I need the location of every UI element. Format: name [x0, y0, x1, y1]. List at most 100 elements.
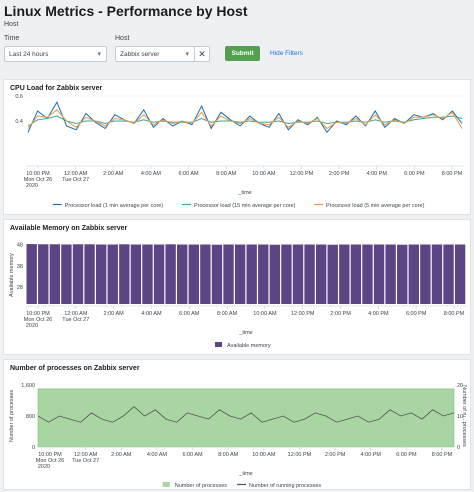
- chevron-down-icon: ▾: [97, 51, 101, 58]
- memory-bar: [142, 244, 153, 304]
- memory-bar: [95, 244, 107, 304]
- panel-title: Number of processes on Zabbix server: [10, 365, 140, 372]
- series-line: [27, 115, 463, 127]
- x-tick-label: 4:00 AM: [147, 452, 168, 458]
- hide-filters-link[interactable]: Hide Filters: [270, 50, 303, 57]
- y-tick-label: 0: [32, 445, 35, 451]
- series-line: [27, 101, 463, 134]
- x-tick-label: 2:00 AM: [111, 452, 132, 458]
- memory-bar: [165, 244, 176, 304]
- x-tick-label: 8:00 AM: [216, 171, 237, 177]
- memory-bar: [362, 244, 373, 304]
- memory-bar: [246, 244, 257, 304]
- memory-bar: [350, 244, 362, 304]
- y-axis-title: Number of processes: [9, 390, 15, 443]
- x-tick-label: 2:00 PM: [325, 452, 346, 458]
- x-tick-label: 12:00 AM: [64, 311, 88, 317]
- legend-label: Processor load (15 min average per core): [194, 203, 296, 209]
- x-tick-label: 6:00 PM: [406, 311, 427, 317]
- y-tick-label: 38: [17, 264, 23, 270]
- x-tick-sublabel: Tue Oct 27: [62, 177, 89, 183]
- x-tick-sublabel: Tue Oct 27: [72, 458, 99, 464]
- processes-area: [37, 388, 455, 448]
- memory-bar: [454, 244, 466, 304]
- panel-title: Available Memory on Zabbix server: [10, 225, 128, 232]
- host-filter-label: Host: [115, 35, 130, 42]
- y2-axis-title: Number of ru...processes: [461, 385, 467, 447]
- memory-bar: [385, 244, 396, 304]
- x-tick-label: 10:00 PM: [26, 171, 50, 177]
- memory-bar: [61, 244, 72, 304]
- memory-bar: [258, 244, 269, 304]
- x-tick-label: 4:00 AM: [141, 171, 162, 177]
- memory-bar: [327, 244, 338, 304]
- memory-bar: [177, 244, 188, 304]
- memory-bar: [292, 244, 304, 304]
- x-tick-label: 8:00 AM: [218, 452, 239, 458]
- memory-bar: [200, 244, 211, 304]
- submit-button[interactable]: Submit: [225, 46, 260, 61]
- x-tick-label: 10:00 AM: [252, 171, 276, 177]
- x-tick-label: 12:00 AM: [74, 452, 98, 458]
- clear-host-button[interactable]: ✕: [194, 46, 210, 62]
- x-tick-label: 2:00 PM: [329, 171, 350, 177]
- memory-bar: [84, 244, 95, 304]
- x-tick-label: 2:00 AM: [103, 171, 124, 177]
- x-tick-label: 4:00 AM: [141, 311, 162, 317]
- x-tick-sublabel: Tue Oct 27: [62, 317, 89, 323]
- time-range-select[interactable]: Last 24 hours ▾: [4, 46, 107, 62]
- legend-label: Processor load (1 min average per core): [65, 203, 164, 209]
- processes-panel: Number of processes on Zabbix server Num…: [3, 359, 471, 490]
- memory-bar: [153, 244, 165, 304]
- x-tick-label: 6:00 PM: [404, 171, 425, 177]
- running-processes-line: [37, 406, 455, 423]
- y-tick-label: 800: [26, 414, 35, 420]
- memory-bar: [339, 244, 350, 304]
- series-line: [27, 109, 463, 130]
- legend-swatch: [162, 482, 170, 487]
- x-tick-label: 2:00 AM: [104, 311, 125, 317]
- x-tick-sublabel: Mon Oct 26: [36, 458, 64, 464]
- y-tick-label: 48: [17, 243, 23, 249]
- x-tick-label: 2:00 PM: [330, 311, 351, 317]
- page-title: Linux Metrics - Performance by Host: [4, 3, 248, 19]
- x-axis-title: _time: [238, 471, 252, 477]
- memory-bar: [72, 244, 84, 304]
- legend-swatch: [215, 342, 222, 347]
- y-tick-label: 1,600: [21, 383, 35, 389]
- x-tick-label: 8:00 AM: [217, 311, 238, 317]
- memory-bar: [397, 244, 408, 304]
- processes-chart: Number of processes Number of ru...proces…: [9, 383, 467, 489]
- x-tick-label: 12:00 PM: [288, 452, 312, 458]
- host-select[interactable]: Zabbix server ▾: [115, 46, 195, 62]
- cpu-load-panel: CPU Load for Zabbix server 0.6 0.4 10:00 P…: [3, 79, 471, 215]
- memory-bar: [408, 244, 419, 304]
- memory-bar: [130, 244, 142, 304]
- memory-bar: [26, 244, 37, 304]
- y-axis-title: Available memory: [9, 253, 15, 297]
- x-tick-label: 8:00 PM: [444, 311, 465, 317]
- legend-label: Available memory: [227, 343, 271, 349]
- memory-bar: [315, 244, 327, 304]
- legend-label: Processor load (5 min average per core): [326, 203, 425, 209]
- memory-panel: Available Memory on Zabbix server Availa…: [3, 219, 471, 355]
- x-tick-label: 10:00 AM: [253, 311, 277, 317]
- memory-bar: [188, 244, 199, 304]
- y2-tick-label: 10: [457, 414, 463, 420]
- memory-bar: [420, 244, 431, 304]
- y2-tick-label: 0: [457, 445, 460, 451]
- memory-bar: [304, 244, 315, 304]
- x-tick-label: 8:00 PM: [432, 452, 453, 458]
- x-axis-title: _time: [238, 330, 252, 336]
- x-tick-label: 10:00 AM: [252, 452, 276, 458]
- x-tick-label: 6:00 PM: [396, 452, 417, 458]
- time-range-value: Last 24 hours: [9, 51, 49, 58]
- dashboard-header: Linux Metrics - Performance by Host Host…: [0, 0, 474, 76]
- memory-bar: [431, 244, 443, 304]
- memory-bar: [38, 244, 49, 304]
- memory-bar: [107, 244, 118, 304]
- memory-bar: [119, 244, 130, 304]
- y-tick-label: 0.4: [15, 119, 23, 125]
